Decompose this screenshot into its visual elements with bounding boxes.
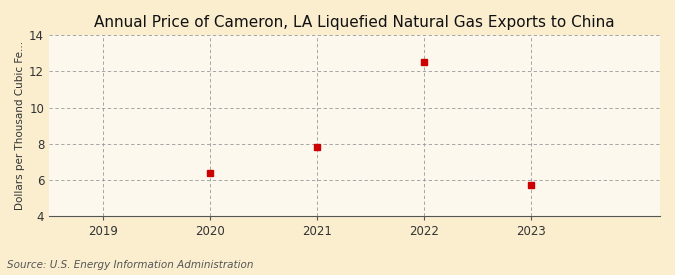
Title: Annual Price of Cameron, LA Liquefied Natural Gas Exports to China: Annual Price of Cameron, LA Liquefied Na…	[95, 15, 615, 30]
Y-axis label: Dollars per Thousand Cubic Fe...: Dollars per Thousand Cubic Fe...	[15, 41, 25, 210]
Text: Source: U.S. Energy Information Administration: Source: U.S. Energy Information Administ…	[7, 260, 253, 270]
